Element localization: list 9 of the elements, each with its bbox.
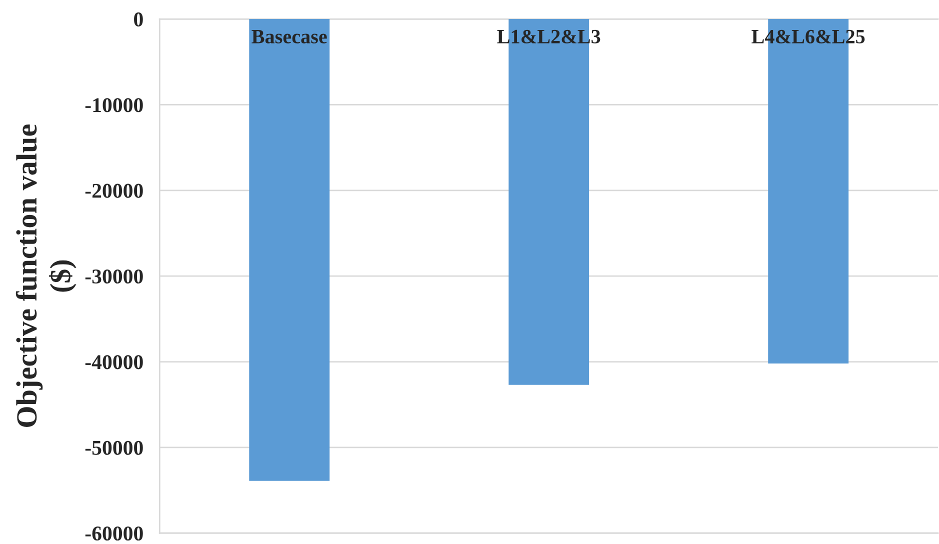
y-tick-label: -20000: [85, 184, 143, 198]
y-tick-label: -60000: [85, 526, 143, 541]
y-tick-label: -50000: [85, 440, 143, 455]
y-tick-label: -10000: [85, 98, 143, 112]
x-tick-label: Basecase: [252, 30, 327, 44]
y-axis-title: Objective function value ($): [16, 124, 76, 427]
y-tick-label: -30000: [85, 269, 143, 284]
y-tick-label: -40000: [85, 355, 143, 370]
y-tick-label: 0: [134, 12, 143, 26]
